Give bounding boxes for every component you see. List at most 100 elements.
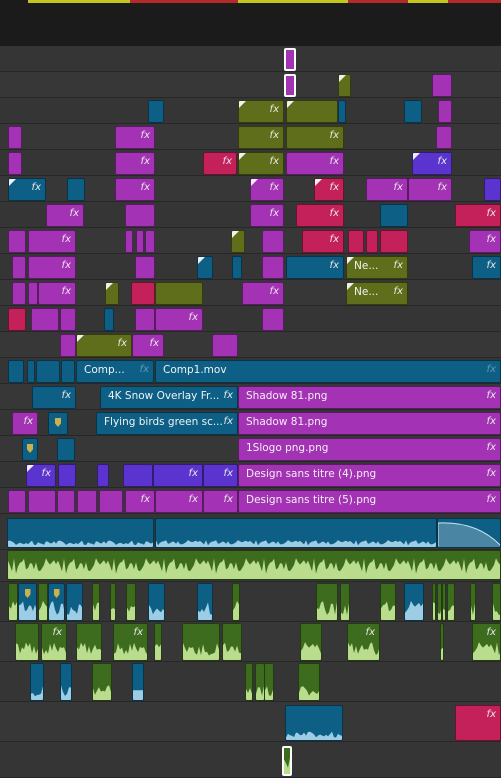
fx-badge-icon[interactable]: fx [139,364,149,375]
video-clip[interactable]: fx [8,178,46,201]
fx-badge-icon[interactable]: fx [486,260,496,271]
fx-badge-icon[interactable]: fx [486,234,496,245]
video-clip[interactable] [58,464,76,487]
audio-clip[interactable]: fx [41,623,67,661]
video-clip[interactable] [8,308,26,331]
video-clip[interactable]: fx [286,256,344,279]
video-clip[interactable] [125,230,133,253]
fx-badge-icon[interactable]: fx [393,182,403,193]
audio-clip[interactable] [300,623,322,661]
video-clip[interactable] [36,360,60,383]
video-clip[interactable] [60,308,76,331]
video-clip[interactable]: fx [203,152,237,175]
video-clip[interactable] [212,334,238,357]
video-clip[interactable]: fx [76,334,132,357]
audio-clip[interactable] [66,583,83,621]
video-clip[interactable] [348,230,364,253]
audio-clip[interactable] [232,583,240,621]
audio-clip[interactable] [155,518,437,548]
fx-badge-icon[interactable]: fx [269,286,279,297]
video-clip[interactable]: fx [155,490,203,513]
audio-clip[interactable] [60,663,72,701]
video-clip[interactable] [135,256,155,279]
audio-clip[interactable] [92,583,100,621]
video-track-11[interactable] [0,228,501,254]
audio-clip[interactable] [298,663,320,701]
video-clip[interactable]: fx [302,230,344,253]
fx-badge-icon[interactable]: fx [140,182,150,193]
video-clip[interactable]: fx [286,126,344,149]
fx-badge-icon[interactable]: fx [140,156,150,167]
video-clip[interactable] [12,256,26,279]
audio-clip[interactable] [447,583,455,621]
video-clip[interactable] [28,490,56,513]
fx-badge-icon[interactable]: fx [486,442,496,453]
fx-badge-icon[interactable]: fx [269,182,279,193]
video-clip[interactable] [148,100,164,123]
fx-badge-icon[interactable]: fx [329,182,339,193]
audio-clip[interactable] [38,583,48,621]
fx-badge-icon[interactable]: fx [188,494,198,505]
video-clip[interactable] [60,334,76,357]
video-clip[interactable]: fx [412,152,452,175]
video-clip[interactable] [366,230,378,253]
audio-clip[interactable] [132,663,144,701]
audio-clip[interactable] [285,705,343,741]
fx-badge-icon[interactable]: fx [61,390,71,401]
video-clip[interactable] [284,74,296,97]
audio-clip[interactable] [442,583,446,621]
fx-badge-icon[interactable]: fx [61,234,71,245]
video-clip[interactable] [232,256,242,279]
fx-badge-icon[interactable]: fx [269,130,279,141]
fx-badge-icon[interactable]: fx [486,208,496,219]
video-clip[interactable] [12,282,26,305]
video-clip[interactable] [145,230,155,253]
video-track-10[interactable] [0,254,501,280]
video-track-17[interactable] [0,72,501,98]
audio-clip[interactable] [148,583,165,621]
fx-badge-icon[interactable]: fx [222,156,232,167]
fx-badge-icon[interactable]: fx [393,260,403,271]
video-clip[interactable] [380,230,408,253]
fx-badge-icon[interactable]: fx [223,468,233,479]
video-clip[interactable] [155,282,203,305]
fx-badge-icon[interactable]: fx [140,494,150,505]
audio-clip[interactable] [48,583,65,621]
audio-clip[interactable] [437,583,442,621]
audio-clip[interactable] [182,623,220,661]
video-clip[interactable]: fx [203,490,238,513]
video-clip[interactable]: Comp1.mov fx [155,360,501,383]
video-clip[interactable]: fx [28,256,76,279]
video-clip[interactable] [125,204,155,227]
video-clip[interactable] [135,308,155,331]
video-clip[interactable]: Flying birds green sc... fx [96,412,238,435]
audio-clip[interactable] [110,583,116,621]
fx-badge-icon[interactable]: fx [61,260,71,271]
video-clip[interactable]: fx [12,412,38,435]
video-clip[interactable] [8,152,22,175]
video-clip[interactable]: fx [286,152,344,175]
video-clip[interactable]: fx [125,490,155,513]
video-clip[interactable] [404,100,422,123]
video-clip[interactable] [338,74,351,97]
video-clip[interactable] [436,126,452,149]
video-clip[interactable] [284,48,296,71]
audio-clip[interactable] [18,583,37,621]
video-clip[interactable] [57,438,75,461]
video-clip[interactable] [104,308,114,331]
video-clip[interactable]: fx [469,230,501,253]
fx-badge-icon[interactable]: fx [223,416,233,427]
video-clip[interactable]: fx [153,464,203,487]
fx-badge-icon[interactable]: fx [223,494,233,505]
video-clip[interactable] [97,464,109,487]
video-clip[interactable] [61,360,75,383]
video-clip[interactable]: Ne... fx [346,256,408,279]
audio-clip[interactable] [154,623,162,661]
fx-badge-icon[interactable]: fx [149,338,159,349]
fx-badge-icon[interactable]: fx [486,709,496,720]
fx-badge-icon[interactable]: fx [31,182,41,193]
video-clip[interactable]: fx [203,464,238,487]
video-clip[interactable]: 4K Snow Overlay Fr... fx [100,386,238,409]
fx-badge-icon[interactable]: fx [486,390,496,401]
